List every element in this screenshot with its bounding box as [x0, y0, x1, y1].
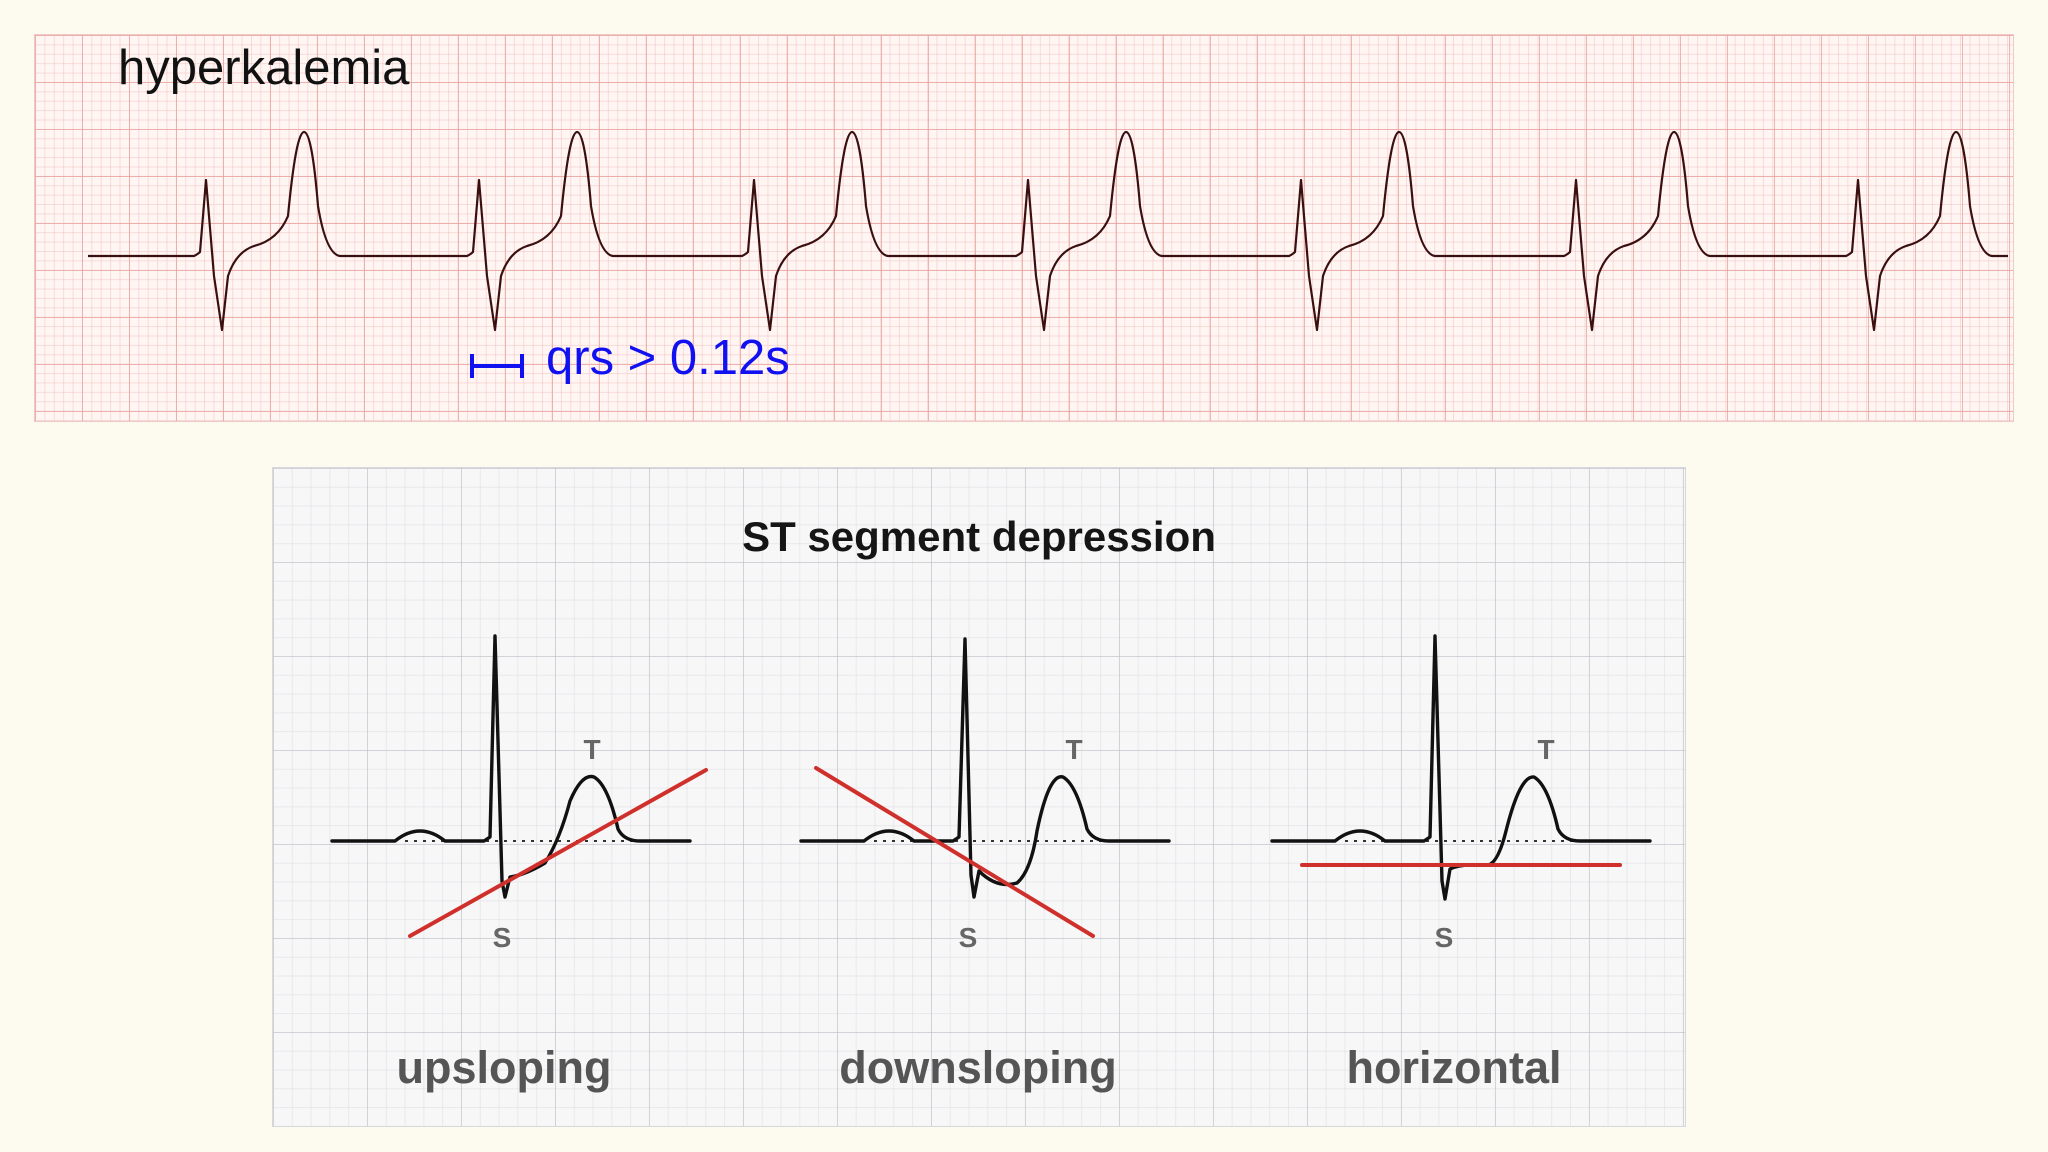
t-wave-label-upsloping: T [583, 734, 601, 765]
s-wave-label-downsloping: S [958, 922, 978, 953]
s-wave-label-horizontal: S [1434, 922, 1454, 953]
st-slope-line-downsloping [814, 766, 1095, 938]
st-diagram-title: ST segment depression [742, 513, 1216, 560]
ecg-complex-horizontal [1270, 634, 1652, 901]
t-wave-label-downsloping: T [1065, 734, 1083, 765]
s-wave-label-upsloping: S [492, 922, 512, 953]
qrs-duration-annotation: qrs > 0.12s [546, 331, 790, 385]
variant-label-downsloping: downsloping [839, 1042, 1117, 1093]
st-diagram-panel [272, 467, 1686, 1127]
ecg-trace-chart [88, 130, 2008, 332]
t-wave-label-horizontal: T [1537, 734, 1555, 765]
variant-label-horizontal: horizontal [1346, 1042, 1562, 1093]
ecg-trace [88, 130, 2008, 332]
ecg-title: hyperkalemia [118, 41, 410, 95]
ecg-complex-upsloping [330, 634, 692, 899]
st-slope-line-upsloping [408, 768, 708, 938]
ecg-complex-downsloping [799, 637, 1171, 899]
variant-label-upsloping: upsloping [396, 1042, 612, 1093]
interval-bracket-icon [470, 354, 524, 378]
